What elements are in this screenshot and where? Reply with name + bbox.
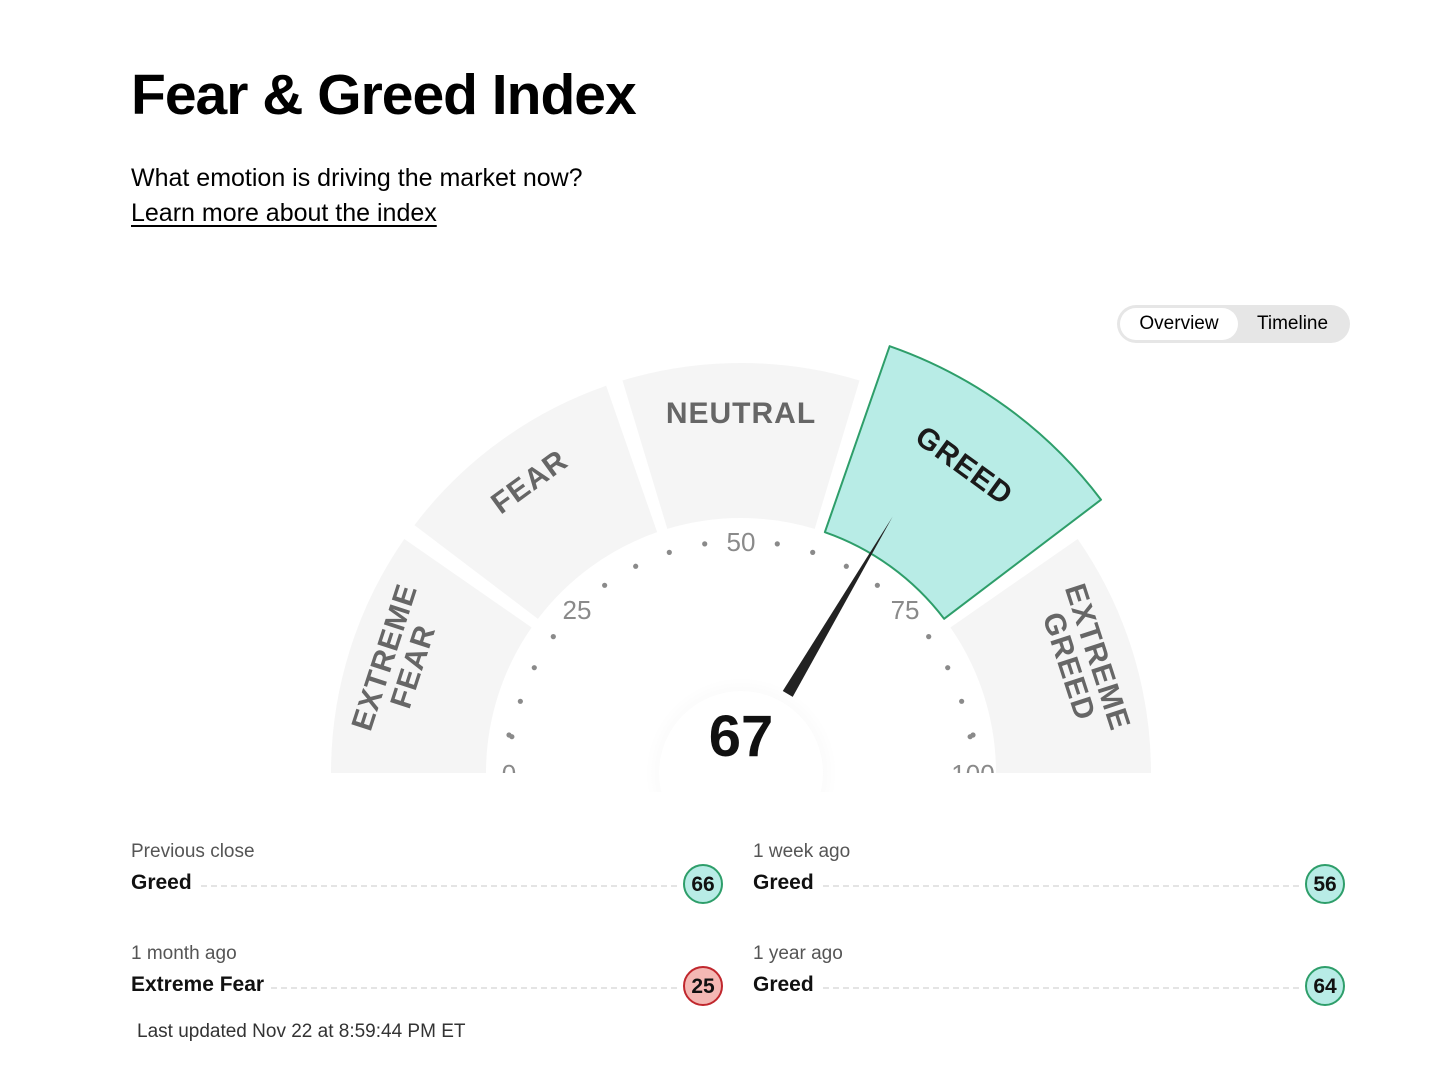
page-title: Fear & Greed Index	[131, 63, 637, 127]
stat-caption: Previous close	[131, 841, 255, 862]
gauge-value: 67	[709, 704, 774, 769]
learn-more-link[interactable]: Learn more about the index	[131, 199, 437, 227]
gauge-tick-dot	[702, 541, 708, 547]
stat-label: Extreme Fear	[131, 972, 271, 998]
gauge-tick-dot	[774, 541, 780, 547]
fear-greed-gauge: EXTREMEFEARFEARNEUTRALGREEDEXTREMEGREED …	[331, 345, 1151, 800]
zone-neutral-label: NEUTRAL	[666, 397, 816, 430]
gauge-tick-dot	[874, 582, 880, 588]
stats-column-left: Previous close Greed 66 1 month ago Extr…	[131, 840, 723, 1044]
gauge-tick-dot	[970, 732, 976, 738]
stat-caption: 1 year ago	[753, 943, 843, 964]
overview-tab[interactable]: Overview	[1120, 308, 1238, 340]
dashed-divider	[753, 987, 1299, 989]
stat-1-month-ago: 1 month ago Extreme Fear 25	[131, 942, 723, 1044]
scale-label-25: 25	[562, 595, 591, 625]
stat-previous-close: Previous close Greed 66	[131, 840, 723, 942]
zone-fear	[414, 385, 658, 619]
view-toggle: Overview Timeline	[1117, 305, 1350, 343]
gauge-tick-dot	[810, 549, 816, 555]
gauge-tick-dot	[945, 665, 951, 671]
dashed-divider	[753, 885, 1299, 887]
gauge-tick-dot	[926, 634, 932, 640]
gauge-tick-dot	[550, 634, 556, 640]
gauge-needle	[782, 516, 893, 697]
page-subtitle: What emotion is driving the market now?	[131, 164, 583, 192]
stats-column-right: 1 week ago Greed 56 1 year ago Greed 64	[753, 840, 1345, 1044]
stat-label: Greed	[753, 870, 820, 896]
stat-1-year-ago: 1 year ago Greed 64	[753, 942, 1345, 1044]
gauge-tick-dot	[602, 582, 608, 588]
zone-extreme-fear	[331, 539, 532, 773]
timeline-tab[interactable]: Timeline	[1256, 313, 1329, 334]
gauge-tick-dot	[633, 563, 639, 569]
gauge-tick-dot	[959, 698, 965, 704]
dashed-divider	[131, 987, 677, 989]
stat-value-badge: 64	[1305, 966, 1345, 1006]
scale-label-50: 50	[727, 527, 756, 557]
stat-1-week-ago: 1 week ago Greed 56	[753, 840, 1345, 942]
stat-caption: 1 month ago	[131, 943, 237, 964]
gauge-tick-dot	[517, 698, 523, 704]
zone-greed	[823, 345, 1103, 620]
stat-label: Greed	[753, 972, 820, 998]
stat-label: Greed	[131, 870, 198, 896]
stat-value-badge: 66	[683, 864, 723, 904]
stat-value-badge: 25	[683, 966, 723, 1006]
zone-extreme-greed	[950, 539, 1151, 773]
gauge-tick-dot	[531, 665, 537, 671]
scale-label-75: 75	[891, 595, 920, 625]
gauge-tick-dot	[843, 563, 849, 569]
dashed-divider	[131, 885, 677, 887]
gauge-tick-dot	[506, 732, 512, 738]
zone-neutral	[622, 363, 860, 529]
stat-value-badge: 56	[1305, 864, 1345, 904]
stat-caption: 1 week ago	[753, 841, 851, 862]
gauge-tick-dot	[666, 549, 672, 555]
last-updated: Last updated Nov 22 at 8:59:44 PM ET	[137, 1021, 466, 1042]
